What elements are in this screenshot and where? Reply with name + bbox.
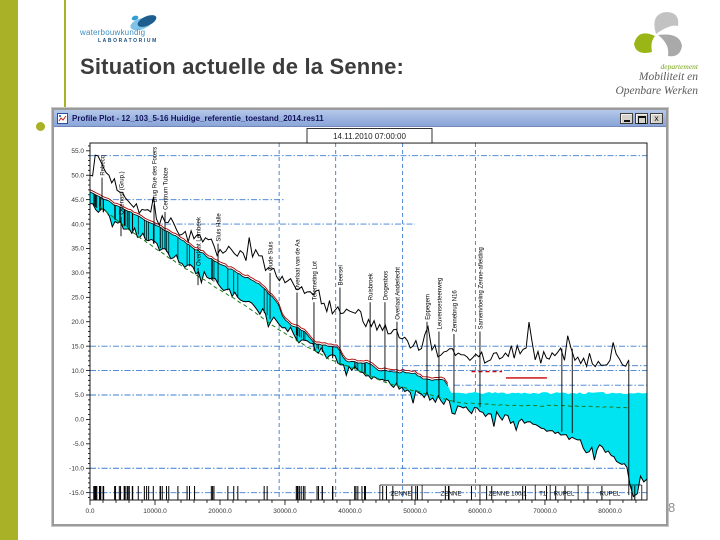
mow-dept-label: departement: [660, 62, 699, 71]
svg-text:ZENNE 100/1: ZENNE 100/1: [488, 491, 527, 498]
water-surface-line: [89, 191, 449, 386]
svg-text:35.0: 35.0: [71, 246, 84, 253]
mow-line1: Mobiliteit en: [638, 71, 698, 83]
reach-boxes: ZENNE ZENNE ZENNE 100/1 T1 RUPEL RUPEL: [379, 484, 643, 500]
cross-section-ticks: [93, 486, 636, 500]
svg-text:Drogenbos: Drogenbos: [383, 271, 389, 300]
svg-text:-15.0: -15.0: [69, 490, 84, 497]
structures: Rebecq Quenast (Grup.) Brug Rue des Forers…: [101, 147, 630, 496]
wl-logo-subtext: LABORATORIUM: [98, 38, 158, 44]
svg-text:Centrum Tubize: Centrum Tubize: [164, 167, 170, 210]
svg-text:40.0: 40.0: [71, 221, 84, 228]
water-drop-icon: [130, 15, 157, 31]
maximize-icon: [637, 115, 646, 124]
svg-text:50000.0: 50000.0: [403, 508, 427, 515]
svg-text:30.0: 30.0: [71, 270, 84, 277]
svg-text:ZENNE: ZENNE: [391, 491, 412, 498]
waterbouwkundig-logo: waterbouwkundig LABORATORIUM: [80, 12, 190, 52]
page-number: 8: [668, 500, 676, 515]
slide-accent-bar: [0, 0, 18, 540]
window-title: Profile Plot - 12_103_5-16 Huidige_refer…: [72, 113, 324, 123]
svg-text:ZENNE: ZENNE: [441, 491, 462, 498]
svg-text:Overlaat Anderlecht: Overlaat Anderlecht: [395, 267, 401, 320]
maximize-button[interactable]: [635, 112, 648, 124]
wl-logo-text: waterbouwkundig: [80, 28, 146, 37]
svg-text:Telemeting Lot: Telemeting Lot: [312, 261, 318, 300]
mow-line2: Openbare Werken: [615, 85, 699, 97]
svg-text:0.0: 0.0: [75, 417, 84, 424]
svg-text:20.0: 20.0: [71, 319, 84, 326]
svg-text:RUPEL: RUPEL: [554, 491, 575, 498]
svg-text:Zennebrug N16: Zennebrug N16: [452, 290, 458, 332]
svg-text:10.0: 10.0: [71, 368, 84, 375]
svg-text:45.0: 45.0: [71, 197, 84, 204]
slide-bullet-dot: [36, 122, 45, 131]
svg-text:-10.0: -10.0: [69, 465, 84, 472]
profile-plot-window: Profile Plot - 12_103_5-16 Huidige_refer…: [52, 108, 668, 526]
svg-text:T1: T1: [539, 491, 547, 498]
guide-lines: [90, 143, 647, 500]
svg-text:15.0: 15.0: [71, 343, 84, 350]
svg-text:30000.0: 30000.0: [273, 508, 297, 515]
svg-text:Sluis Halle: Sluis Halle: [217, 213, 223, 242]
timestamp-box: 14.11.2010 07:00:00: [306, 128, 433, 144]
svg-text:70000.0: 70000.0: [533, 508, 557, 515]
svg-text:Oude Sluis: Oude Sluis: [269, 242, 275, 271]
svg-text:14.11.2010 07:00:00: 14.11.2010 07:00:00: [333, 132, 406, 141]
window-titlebar[interactable]: Profile Plot - 12_103_5-16 Huidige_refer…: [54, 110, 666, 127]
svg-text:50.0: 50.0: [71, 172, 84, 179]
svg-text:RUPEL: RUPEL: [600, 491, 621, 498]
page-title: Situation actuelle de la Senne:: [80, 54, 405, 79]
svg-text:40000.0: 40000.0: [338, 508, 362, 515]
svg-text:Samenvloeiing Zenne-afleiding: Samenvloeiing Zenne-afleiding: [478, 247, 484, 329]
svg-text:-5.0: -5.0: [73, 441, 85, 448]
svg-text:Quenast (Grup.): Quenast (Grup.): [120, 171, 126, 214]
profile-chart-svg: Rebecq Quenast (Grup.) Brug Rue des Forers…: [69, 128, 648, 515]
svg-text:Brug Rue des Forers: Brug Rue des Forers: [153, 147, 159, 203]
svg-text:Beersel: Beersel: [338, 265, 344, 285]
close-button[interactable]: x: [650, 112, 663, 124]
svg-text:0.0: 0.0: [85, 508, 94, 515]
svg-text:Eppegem: Eppegem: [425, 294, 431, 320]
app-icon: [57, 112, 68, 124]
bank-crest-line: [89, 154, 630, 369]
axes: 0.0 10000.0 20000.0 30000.0 40000.0 50000.0 60…: [69, 142, 648, 515]
svg-text:20000.0: 20000.0: [208, 508, 232, 515]
river-bed-line: [89, 203, 648, 498]
slide-accent-line: [64, 0, 66, 112]
minimize-button[interactable]: [620, 112, 633, 124]
svg-text:60000.0: 60000.0: [468, 508, 492, 515]
mean-bed-level-line: [99, 206, 630, 409]
svg-text:Overlaat van de Aa: Overlaat van de Aa: [296, 239, 302, 291]
svg-text:25.0: 25.0: [71, 295, 84, 302]
svg-text:80000.0: 80000.0: [598, 508, 622, 515]
svg-text:Leuvensesteenweg: Leuvensesteenweg: [437, 278, 443, 330]
svg-text:Rebecq: Rebecq: [101, 155, 107, 176]
reference-level-line: [89, 189, 449, 384]
svg-text:Ruisbroek: Ruisbroek: [369, 272, 375, 300]
minimize-icon: [623, 118, 630, 122]
pinwheel-icon: [634, 12, 682, 57]
svg-text:5.0: 5.0: [75, 392, 84, 399]
svg-text:Overlaat Lembeek: Overlaat Lembeek: [197, 216, 203, 266]
svg-text:10000.0: 10000.0: [143, 508, 167, 515]
svg-text:55.0: 55.0: [71, 148, 84, 155]
mow-logo: departement Mobiliteit en Openbare Werke…: [582, 10, 702, 100]
water-body: [90, 191, 647, 497]
